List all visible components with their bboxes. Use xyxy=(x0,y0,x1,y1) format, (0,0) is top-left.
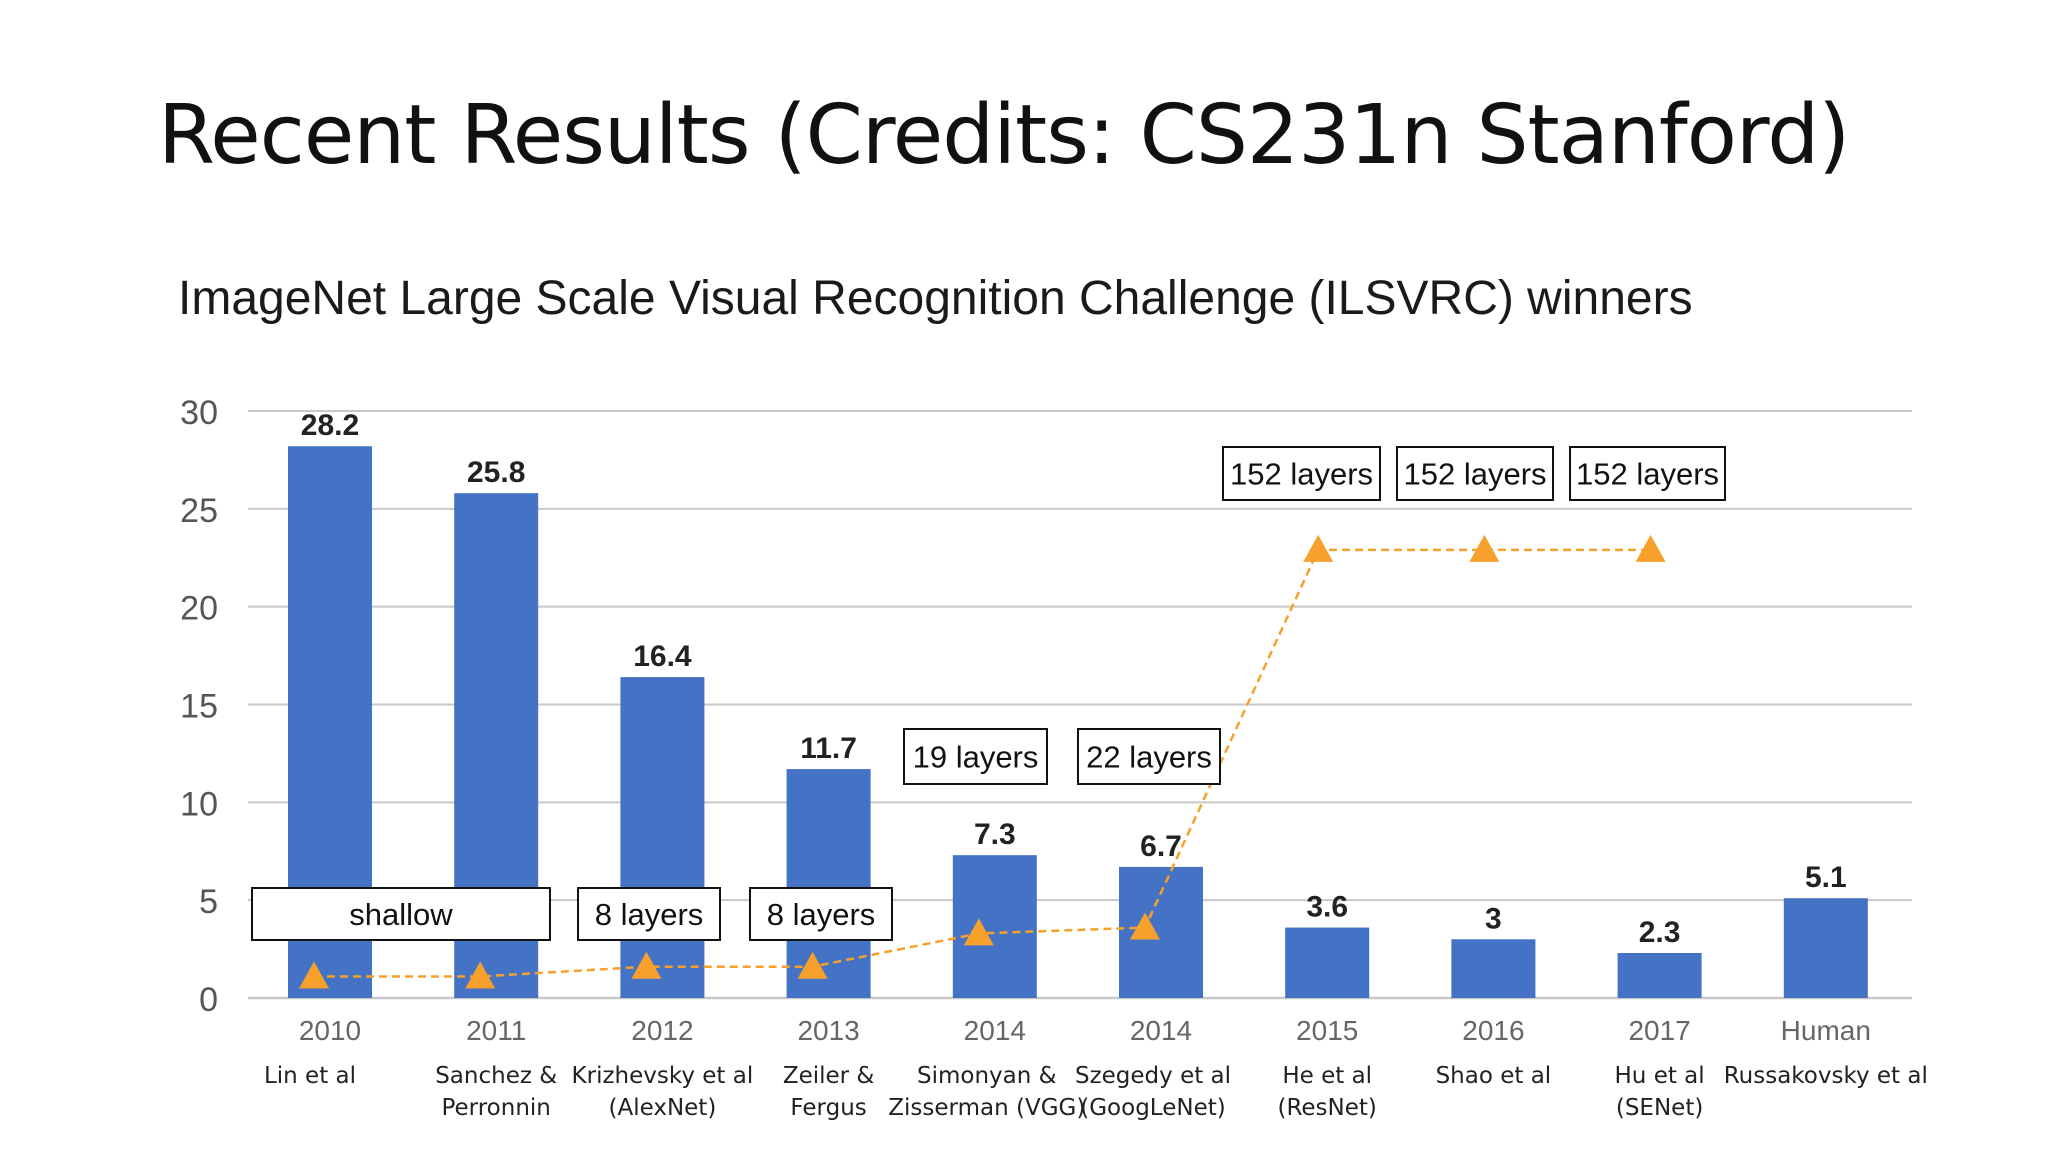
author-label: Szegedy et al xyxy=(1075,1063,1231,1089)
depth-label-box xyxy=(577,887,721,941)
author-label: Russakovsky et al xyxy=(1724,1063,1928,1089)
slide-title: Recent Results (Credits: CS231n Stanford… xyxy=(158,88,1850,183)
author-label: Simonyan & xyxy=(917,1063,1057,1089)
y-tick-label: 25 xyxy=(180,492,218,530)
bar xyxy=(1783,898,1868,998)
x-tick-label: 2017 xyxy=(1628,1015,1690,1046)
bar-value-label: 2.3 xyxy=(1639,916,1681,949)
depth-label-box xyxy=(1396,446,1554,501)
author-label: Sanchez & xyxy=(435,1063,557,1089)
x-tick-label: 2012 xyxy=(631,1015,693,1046)
depth-label: 152 layers xyxy=(1576,457,1719,492)
depth-marker xyxy=(1130,912,1160,940)
bar-value-label: 5.1 xyxy=(1805,861,1847,894)
x-tick-label: 2014 xyxy=(1130,1015,1192,1046)
depth-marker xyxy=(1635,534,1666,562)
bar xyxy=(1285,927,1370,998)
bar-value-label: 25.8 xyxy=(467,456,525,489)
author-label: Fergus xyxy=(790,1095,866,1121)
bar xyxy=(952,855,1037,998)
y-tick-label: 30 xyxy=(180,394,218,432)
author-label: Shao et al xyxy=(1436,1063,1552,1089)
y-tick-label: 5 xyxy=(199,883,218,921)
depth-label-box xyxy=(1222,446,1381,501)
author-label: (ResNet) xyxy=(1277,1095,1376,1121)
y-tick-label: 15 xyxy=(180,688,218,726)
bar-value-label: 16.4 xyxy=(633,640,692,673)
bar-value-label: 6.7 xyxy=(1140,830,1182,863)
depth-label: 152 layers xyxy=(1230,457,1373,492)
bar-value-label: 7.3 xyxy=(974,818,1016,851)
depth-marker xyxy=(797,951,828,979)
author-label: Lin et al xyxy=(264,1063,356,1089)
depth-label: 19 layers xyxy=(913,740,1039,775)
depth-label: 8 layers xyxy=(767,897,876,932)
y-tick-label: 20 xyxy=(180,590,218,628)
x-tick-label: 2016 xyxy=(1462,1015,1524,1046)
depth-label-box xyxy=(1077,728,1221,785)
bar-value-label: 11.7 xyxy=(800,732,857,765)
x-tick-label: Human xyxy=(1781,1015,1871,1046)
author-label: Krizhevsky et al xyxy=(572,1063,754,1089)
depth-label: 22 layers xyxy=(1086,740,1212,775)
x-tick-label: 2013 xyxy=(797,1015,859,1046)
bar-value-label: 3.6 xyxy=(1306,891,1348,924)
depth-label: shallow xyxy=(349,897,453,932)
bar xyxy=(1617,952,1702,998)
depth-label-box xyxy=(903,728,1048,785)
bar-value-label: 3 xyxy=(1485,902,1502,935)
author-label: (AlexNet) xyxy=(608,1095,716,1121)
chart-title: ImageNet Large Scale Visual Recognition … xyxy=(178,272,1693,325)
depth-label-box xyxy=(251,887,551,941)
y-tick-label: 0 xyxy=(199,981,218,1019)
author-label: Zisserman (VGG) xyxy=(888,1095,1085,1121)
x-tick-label: 2014 xyxy=(964,1015,1026,1046)
depth-line xyxy=(299,534,1666,989)
author-label: Hu et al xyxy=(1615,1063,1705,1089)
depth-marker xyxy=(631,951,662,979)
author-label: Zeiler & xyxy=(783,1063,875,1089)
author-label: He et al xyxy=(1282,1063,1372,1089)
bar xyxy=(786,769,871,998)
bar xyxy=(620,677,705,998)
depth-label-box xyxy=(1569,446,1726,501)
depth-label: 8 layers xyxy=(595,897,704,932)
depth-marker xyxy=(1303,534,1334,562)
depth-marker xyxy=(963,918,994,946)
author-label: Perronnin xyxy=(441,1095,550,1121)
bar-value-label: 28.2 xyxy=(301,409,359,442)
bar xyxy=(1451,939,1536,998)
depth-marker xyxy=(299,961,329,989)
x-tick-label: 2011 xyxy=(466,1015,526,1046)
labels: 28.2 2010 Lin et al 25.8 2011 Sanchez & Perron… xyxy=(251,409,1928,1121)
depth-marker xyxy=(1469,534,1500,562)
author-label: (SENet) xyxy=(1616,1095,1703,1121)
depth-marker xyxy=(465,961,496,989)
author-label: (GoogLeNet) xyxy=(1080,1095,1225,1121)
bar xyxy=(1119,866,1203,998)
x-tick-label: 2010 xyxy=(299,1015,361,1046)
x-tick-label: 2015 xyxy=(1296,1015,1358,1046)
depth-label-box xyxy=(749,887,893,941)
y-tick-label: 10 xyxy=(180,785,218,823)
depth-label: 152 layers xyxy=(1403,457,1546,492)
